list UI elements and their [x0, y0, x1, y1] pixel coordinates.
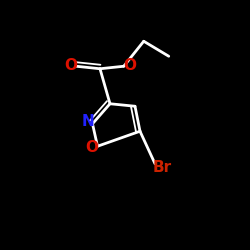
Text: Br: Br: [152, 160, 172, 175]
Text: O: O: [64, 58, 77, 72]
Text: O: O: [85, 140, 98, 155]
Text: N: N: [82, 114, 94, 129]
Text: O: O: [123, 58, 136, 72]
